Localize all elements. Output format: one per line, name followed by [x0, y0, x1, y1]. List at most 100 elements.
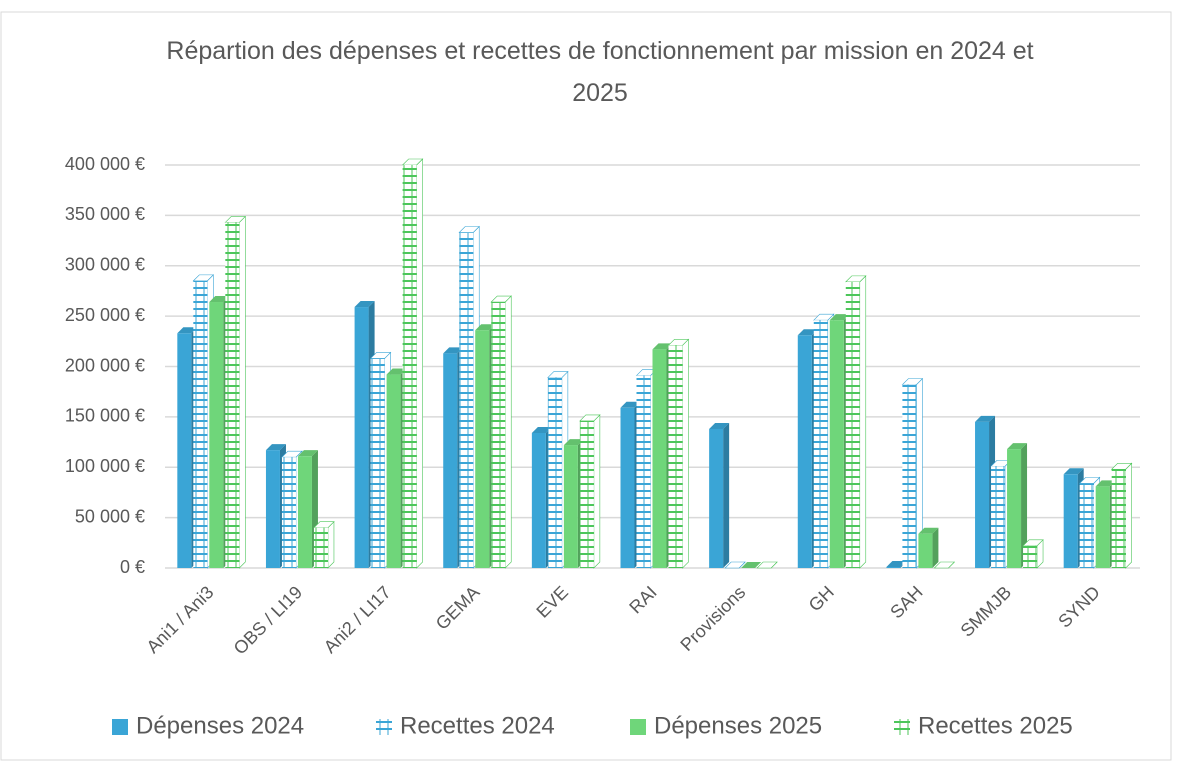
bar-top	[652, 343, 673, 350]
bar	[354, 307, 369, 568]
legend-label: Recettes 2025	[918, 712, 1073, 739]
bar	[709, 428, 724, 568]
bar-top	[531, 426, 552, 433]
bar-top	[1063, 468, 1084, 475]
bar	[918, 533, 933, 568]
bar	[297, 456, 312, 568]
bar	[579, 420, 594, 568]
bar-top	[620, 401, 641, 408]
bar	[281, 457, 296, 568]
y-tick-label: 400 000 €	[65, 154, 145, 174]
bar	[563, 445, 578, 568]
bar	[177, 333, 192, 568]
bar	[975, 421, 990, 568]
bar	[636, 375, 651, 568]
bar-top	[886, 560, 907, 567]
legend-label: Recettes 2024	[400, 712, 555, 739]
x-tick-label: Ani1 / Ani3	[143, 582, 218, 657]
bar-top	[724, 561, 746, 569]
bar	[402, 165, 417, 568]
bar-side	[504, 295, 512, 569]
bar-top	[933, 561, 956, 569]
bar	[1007, 449, 1022, 568]
bar	[652, 349, 667, 568]
x-tick-label: GH	[805, 582, 838, 615]
bar-top	[563, 439, 584, 446]
bar	[1079, 483, 1094, 568]
bar-top	[975, 415, 996, 422]
bar	[797, 335, 812, 568]
bar-top	[1095, 480, 1116, 487]
bar-top	[265, 444, 286, 451]
bar-top	[443, 347, 464, 354]
bar-top	[741, 562, 762, 568]
y-tick-label: 100 000 €	[65, 456, 145, 476]
bar-top	[829, 314, 850, 321]
bar-side	[859, 275, 867, 569]
legend-label: Dépenses 2025	[654, 712, 822, 739]
legend-swatch	[630, 719, 646, 735]
bar	[902, 384, 917, 568]
legend-swatch	[894, 719, 910, 735]
bar	[845, 281, 860, 568]
y-tick-label: 0 €	[120, 557, 145, 577]
bar-side	[723, 422, 730, 568]
bar	[491, 302, 506, 568]
x-tick-label: EVE	[532, 582, 572, 622]
x-tick-label: Provisions	[676, 582, 749, 655]
y-tick-label: 250 000 €	[65, 305, 145, 325]
y-tick-label: 200 000 €	[65, 355, 145, 375]
bar-side	[1125, 462, 1132, 569]
bar-top	[386, 368, 407, 375]
legend-swatch	[112, 719, 128, 735]
y-tick-label: 350 000 €	[65, 204, 145, 224]
x-tick-label: SAH	[886, 582, 926, 622]
bar	[531, 432, 546, 568]
bar-side	[327, 520, 335, 569]
bar-top	[297, 450, 318, 457]
bar	[668, 345, 683, 568]
bar-side	[932, 527, 939, 568]
bar	[265, 450, 280, 568]
bar-top	[756, 561, 778, 569]
bar-side	[416, 158, 423, 569]
bar-top	[209, 296, 230, 303]
bar-top	[1007, 443, 1028, 450]
bar-top	[354, 301, 375, 308]
x-tick-label: SYND	[1054, 582, 1104, 632]
y-tick-label: 50 000 €	[75, 506, 145, 526]
bar	[1095, 486, 1110, 568]
bar-side	[593, 414, 601, 569]
bar-side	[239, 215, 246, 569]
bar-top	[475, 324, 496, 331]
bar	[386, 374, 401, 568]
chart-title: Répartion des dépenses et recettes de fo…	[166, 37, 1034, 107]
y-tick-label: 150 000 €	[65, 406, 145, 426]
bar	[813, 320, 828, 568]
legend-swatch	[376, 719, 392, 735]
bar	[886, 566, 901, 568]
bar-top	[709, 422, 730, 429]
bar	[620, 407, 635, 568]
bar	[459, 232, 474, 568]
bar	[443, 353, 458, 568]
bar	[313, 527, 328, 568]
bar	[225, 222, 240, 569]
chart-frame	[0, 11, 1172, 761]
bar	[547, 377, 562, 568]
bar	[1023, 545, 1038, 568]
y-tick-label: 300 000 €	[65, 255, 145, 275]
bar	[1111, 469, 1126, 568]
bar	[829, 320, 844, 568]
bar-side	[1021, 443, 1028, 568]
bar	[475, 330, 490, 568]
bar	[370, 358, 385, 568]
bar	[193, 280, 208, 568]
bar-side	[682, 338, 689, 569]
x-tick-label: OBS / LI19	[230, 582, 306, 658]
x-tick-label: Ani2 / LI17	[320, 582, 395, 657]
bar-top	[797, 329, 818, 336]
bar	[209, 302, 224, 568]
